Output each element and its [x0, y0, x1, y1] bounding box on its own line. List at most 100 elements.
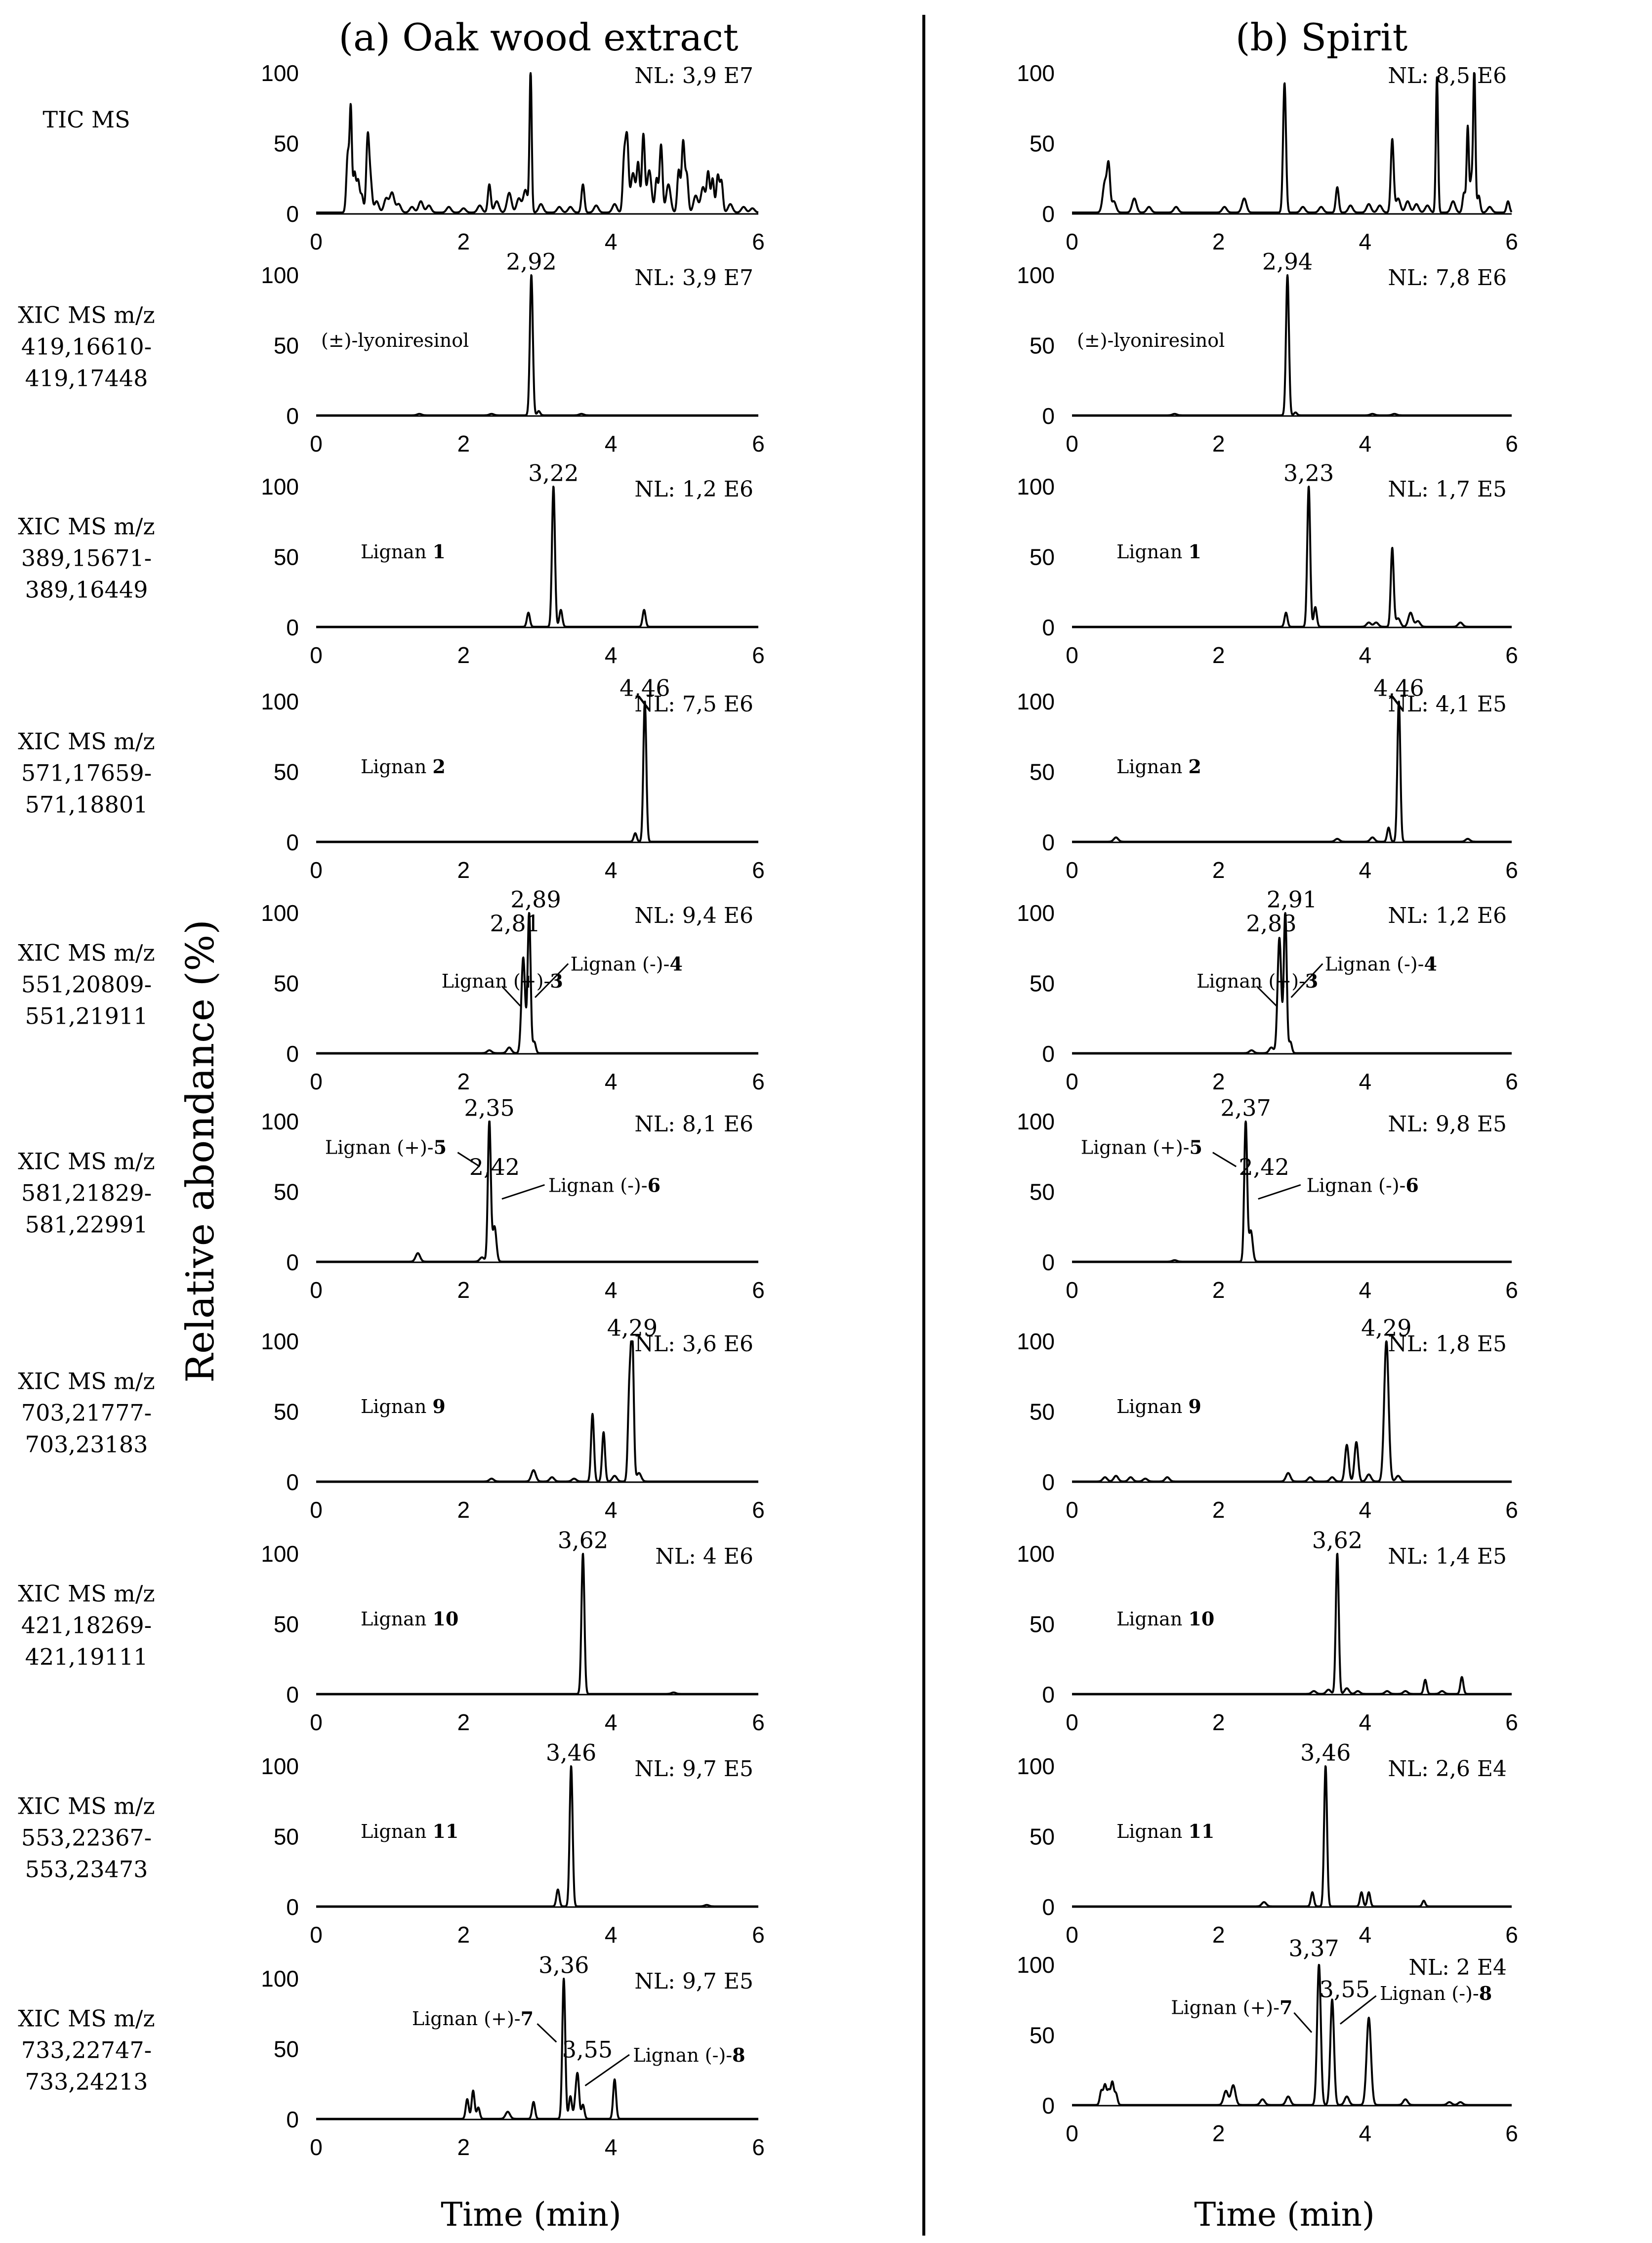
x-tick-label: 0 [1066, 1277, 1078, 1303]
x-tick-label: 0 [310, 1709, 323, 1735]
row-label-4-line-1: 551,20809- [21, 971, 152, 998]
compound-pointer-label: Lignan (+)-5 [325, 1136, 447, 1158]
x-tick-label: 0 [310, 2134, 323, 2160]
trace-line [315, 1340, 759, 1483]
chromatogram-a-row-9: 0 2 4 6 0 50 100 NL: 9,7 E5 3,36 3,55 Lignan (+)-7… [261, 1952, 765, 2160]
y-tick-label: 100 [261, 1966, 299, 1992]
nl-label: NL: 3,9 E7 [634, 63, 753, 88]
row-label-2-line-1: 389,15671- [21, 545, 152, 572]
row-label-3-line-0: XIC MS m/z [18, 728, 155, 755]
x-axis-label-b: Time (min) [1194, 2196, 1374, 2234]
y-tick-label: 100 [261, 60, 299, 86]
x-tick-label: 4 [605, 1069, 618, 1094]
y-tick-label: 50 [1030, 759, 1055, 785]
x-tick-label: 2 [1212, 1497, 1225, 1523]
x-tick-label: 4 [605, 1497, 618, 1523]
row-label-6-line-2: 703,23183 [25, 1431, 148, 1458]
x-tick-label: 2 [1212, 642, 1225, 668]
peak-annotation: 3,23 [1283, 459, 1334, 486]
x-tick-label: 4 [1359, 431, 1372, 457]
y-tick-label: 0 [286, 830, 299, 855]
nl-label: NL: 8,5 E6 [1388, 63, 1507, 88]
y-tick-label: 100 [261, 1109, 299, 1134]
pointer-line [537, 2023, 557, 2043]
x-tick-label: 0 [310, 642, 323, 668]
peak-annotation: 3,55 [562, 2036, 613, 2063]
y-tick-label: 0 [286, 1682, 299, 1707]
peak-annotation: 3,55 [1320, 1976, 1370, 2002]
compound-label: Lignan 10 [1116, 1608, 1214, 1630]
y-tick-label: 50 [1030, 131, 1055, 157]
x-tick-label: 0 [1066, 1709, 1078, 1735]
nl-label: NL: 1,2 E6 [1388, 903, 1507, 928]
row-label-1-line-2: 419,17448 [25, 365, 148, 392]
y-tick-label: 0 [1042, 201, 1055, 227]
compound-label: Lignan 10 [361, 1608, 458, 1630]
trace-line [1071, 274, 1513, 416]
x-tick-label: 0 [1066, 642, 1078, 668]
trace-line [315, 274, 759, 416]
chromatogram-a-row-8: 0 2 4 6 0 50 100 NL: 9,7 E5 3,46 Lignan 11 [261, 1739, 765, 1948]
x-tick-label: 4 [605, 1922, 618, 1948]
peak-annotation: 3,46 [1300, 1739, 1351, 1766]
peak-annotation: 2,92 [506, 248, 556, 275]
plots: 0 2 4 6 0 50 100 NL: 3,9 E7 0 2 4 6 0 50 100 NL: 8,5 E6… [261, 60, 1518, 2160]
peak-annotation: 2,83 [1246, 910, 1296, 937]
x-tick-label: 6 [752, 229, 765, 254]
y-tick-label: 100 [1017, 1109, 1055, 1134]
compound-label: (±)-lyoniresinol [1077, 330, 1225, 351]
trace-line [1071, 701, 1513, 843]
compound-pointer-label: Lignan (+)-5 [1081, 1136, 1202, 1158]
trace-line [315, 1121, 759, 1263]
chromatogram-b-row-2: 0 2 4 6 0 50 100 NL: 1,7 E5 3,23 Lignan 1 [1017, 459, 1518, 668]
peak-annotation: 2,35 [464, 1094, 514, 1121]
compound-label: Lignan 2 [1116, 755, 1201, 778]
x-tick-label: 4 [605, 1277, 618, 1303]
x-tick-label: 6 [752, 642, 765, 668]
y-tick-label: 100 [261, 689, 299, 714]
compound-pointer-label: Lignan (-)-4 [1325, 953, 1437, 975]
row-label-6-line-0: XIC MS m/z [18, 1368, 155, 1395]
peak-annotation: 3,46 [546, 1739, 596, 1766]
row-label-1-line-0: XIC MS m/z [18, 302, 155, 329]
x-tick-label: 2 [457, 2134, 470, 2160]
y-axis-label: Relative abondance (%) [178, 919, 223, 1383]
trace-line [1071, 1340, 1513, 1483]
nl-label: NL: 3,9 E7 [634, 265, 753, 291]
x-tick-label: 2 [457, 229, 470, 254]
x-tick-label: 6 [752, 2134, 765, 2160]
chromatogram-b-row-0: 0 2 4 6 0 50 100 NL: 8,5 E6 [1017, 60, 1518, 254]
compound-label: Lignan 2 [361, 755, 446, 778]
y-tick-label: 100 [261, 900, 299, 926]
row-label-8-line-2: 553,23473 [25, 1856, 148, 1883]
chromatogram-b-row-7: 0 2 4 6 0 50 100 NL: 1,4 E5 3,62 Lignan 10 [1017, 1527, 1518, 1735]
y-tick-label: 100 [261, 1329, 299, 1354]
x-tick-label: 2 [1212, 229, 1225, 254]
y-tick-label: 0 [286, 1041, 299, 1067]
chromatogram-a-row-1: 0 2 4 6 0 50 100 NL: 3,9 E7 2,92 (±)-lyoniresinol [261, 248, 765, 457]
x-tick-label: 6 [1505, 642, 1518, 668]
peak-annotation: 4,46 [1373, 674, 1424, 701]
x-tick-label: 6 [1505, 1277, 1518, 1303]
x-tick-label: 2 [1212, 1922, 1225, 1948]
peak-annotation: 2,89 [510, 886, 561, 913]
row-label-5-line-0: XIC MS m/z [18, 1148, 155, 1175]
y-tick-label: 0 [286, 403, 299, 429]
chromatogram-b-row-8: 0 2 4 6 0 50 100 NL: 2,6 E4 3,46 Lignan 11 [1017, 1739, 1518, 1948]
row-label-3-line-1: 571,17659- [21, 760, 152, 787]
y-tick-label: 50 [1030, 2023, 1055, 2048]
pointer-line [457, 1152, 480, 1167]
x-tick-label: 4 [1359, 229, 1372, 254]
x-tick-label: 2 [457, 642, 470, 668]
x-tick-label: 4 [1359, 1922, 1372, 1948]
y-tick-label: 50 [274, 131, 299, 157]
row-label-3-line-2: 571,18801 [25, 791, 148, 818]
x-tick-label: 2 [457, 1922, 470, 1948]
nl-label: NL: 9,7 E5 [634, 1969, 753, 1994]
y-tick-label: 50 [1030, 971, 1055, 997]
nl-label: NL: 1,4 E5 [1388, 1544, 1507, 1569]
y-tick-label: 100 [1017, 474, 1055, 499]
x-tick-label: 6 [752, 431, 765, 457]
pointer-line [1212, 1152, 1237, 1167]
x-tick-label: 0 [310, 1922, 323, 1948]
